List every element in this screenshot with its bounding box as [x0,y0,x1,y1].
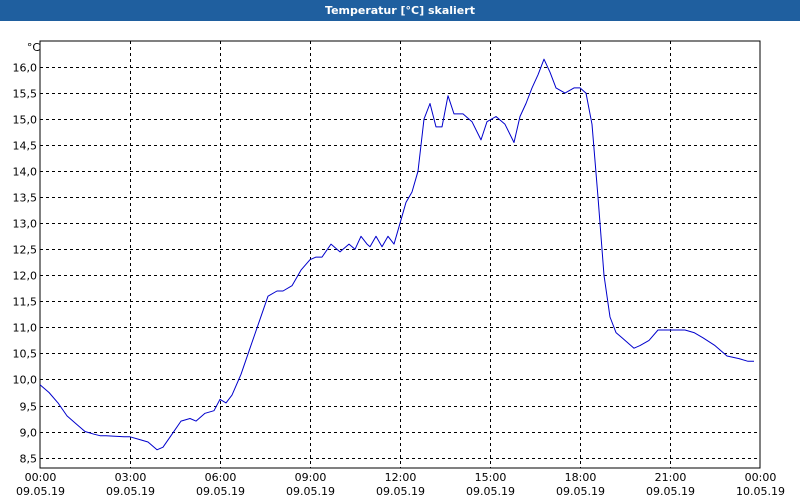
y-tick-label: 9,0 [20,427,38,440]
y-tick-label: 12,5 [13,244,38,257]
x-tick-date: 09.05.19 [556,485,605,498]
y-tick-label: 15,5 [13,88,38,101]
x-tick-date: 09.05.19 [16,485,65,498]
x-tick-time: 21:00 [655,471,687,484]
x-tick-date: 09.05.19 [466,485,515,498]
x-tick-time: 00:00 [745,471,777,484]
x-tick-time: 09:00 [295,471,327,484]
y-tick-label: 14,0 [13,166,38,179]
y-tick-label: 10,0 [13,374,38,387]
grid [40,41,760,468]
x-tick-date: 09.05.19 [286,485,335,498]
x-tick-date: 09.05.19 [376,485,425,498]
y-tick-label: 12,0 [13,270,38,283]
chart-title: Temperatur [°C] skaliert [0,0,800,21]
x-tick-time: 18:00 [565,471,597,484]
x-tick-time: 06:00 [205,471,237,484]
y-tick-label: 11,5 [13,296,38,309]
x-tick-time: 12:00 [385,471,417,484]
y-tick-label: 9,5 [20,401,38,414]
x-tick-date: 10.05.19 [736,485,785,498]
x-tick-date: 09.05.19 [196,485,245,498]
y-axis-ticks: 8,5 9,0 9,5 10,0 10,5 11,0 11,5 12,0 12,5 13,0 13,… [13,62,38,466]
x-tick-time: 00:00 [25,471,57,484]
x-tick-time: 15:00 [475,471,507,484]
temperature-chart: °C 8,5 9,0 9,5 10,0 10,5 11,0 11,5 12,0 12,5 13,0… [13,40,785,498]
y-tick-label: 14,5 [13,140,38,153]
y-tick-label: 11,0 [13,322,38,335]
y-tick-label: 16,0 [13,62,38,75]
y-unit-label: °C [27,41,41,54]
chart-panel: °C 8,5 9,0 9,5 10,0 10,5 11,0 11,5 12,0 12,5 13,0… [0,21,800,500]
y-tick-label: 8,5 [20,453,38,466]
temperature-series-line [39,58,754,451]
x-tick-date: 09.05.19 [106,485,155,498]
x-axis-ticks: 00:0009.05.1903:0009.05.1906:0009.05.190… [16,471,785,498]
y-tick-label: 13,0 [13,218,38,231]
y-tick-label: 10,5 [13,348,38,361]
x-tick-time: 03:00 [115,471,147,484]
plot-area [39,40,761,469]
y-tick-label: 15,0 [13,114,38,127]
x-tick-date: 09.05.19 [646,485,695,498]
y-tick-label: 13,5 [13,192,38,205]
series-layer [39,58,754,451]
